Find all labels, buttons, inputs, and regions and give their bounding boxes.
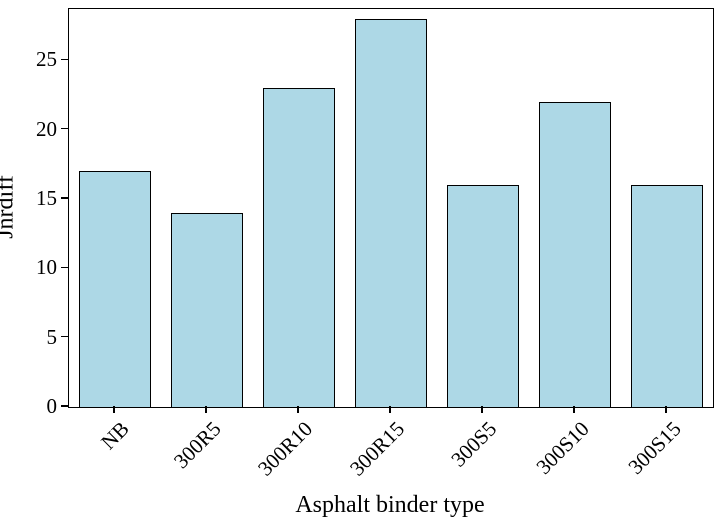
y-tick-label: 0 bbox=[46, 394, 58, 418]
y-tick-label: 5 bbox=[46, 324, 58, 349]
bar-300R10 bbox=[263, 88, 335, 407]
x-tick-mark bbox=[481, 406, 483, 413]
x-tick-mark bbox=[205, 406, 207, 413]
y-tick-label: 10 bbox=[36, 255, 57, 280]
plot-area bbox=[68, 8, 714, 408]
bar-300R15 bbox=[355, 18, 427, 407]
x-tick-mark bbox=[113, 406, 115, 413]
bar-300S5 bbox=[447, 185, 519, 407]
y-tick-mark bbox=[61, 197, 68, 199]
y-tick-mark bbox=[61, 405, 68, 407]
x-tick-label-300R5: 300R5 bbox=[168, 416, 226, 474]
x-axis-label: Asphalt binder type bbox=[295, 492, 485, 518]
x-tick-label-NB: NB bbox=[95, 416, 134, 455]
y-tick-label: 20 bbox=[36, 116, 57, 141]
bar-300R5 bbox=[171, 212, 243, 407]
bar-300S15 bbox=[631, 185, 703, 407]
bar-300S10 bbox=[539, 101, 611, 407]
y-tick-mark bbox=[61, 335, 68, 338]
x-tick-label-300S15: 300S15 bbox=[623, 416, 686, 479]
x-tick-label-300S10: 300S10 bbox=[531, 416, 594, 479]
x-tick-label-300R10: 300R10 bbox=[253, 416, 318, 481]
x-tick-mark bbox=[573, 406, 575, 413]
bar-NB bbox=[79, 171, 151, 407]
y-tick-label: 25 bbox=[36, 47, 57, 72]
y-tick-mark bbox=[61, 266, 68, 269]
x-tick-label-300R15: 300R15 bbox=[345, 416, 410, 481]
x-tick-label-300S5: 300S5 bbox=[446, 416, 502, 472]
y-tick-mark bbox=[61, 127, 68, 130]
y-tick-label: 15 bbox=[36, 185, 57, 210]
x-tick-mark bbox=[297, 406, 299, 413]
x-tick-mark bbox=[665, 406, 667, 413]
x-tick-mark bbox=[389, 406, 391, 413]
y-tick-mark bbox=[61, 58, 68, 61]
